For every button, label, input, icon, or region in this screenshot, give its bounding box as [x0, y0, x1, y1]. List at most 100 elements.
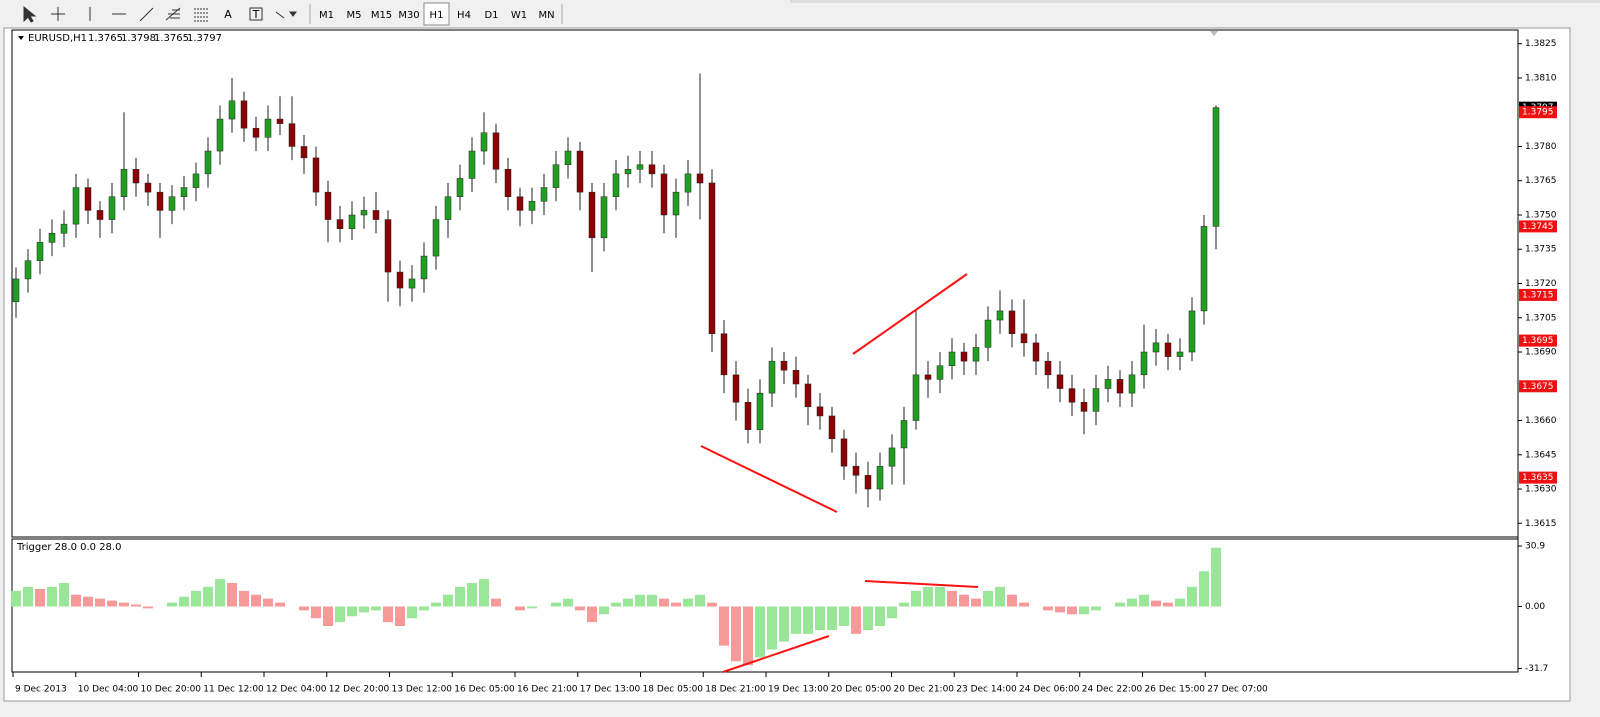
candle-body — [1080, 402, 1088, 412]
y-tick-label: 1.3690 — [1525, 348, 1557, 358]
timeframe-button[interactable]: D1 — [484, 10, 498, 21]
candle-body — [1212, 107, 1220, 227]
x-tick-label: 16 Dec 21:00 — [517, 685, 578, 695]
candle-body — [456, 178, 464, 197]
candle-body — [312, 157, 320, 193]
main-panel — [11, 29, 1519, 538]
candle-body — [48, 233, 56, 243]
candle-body — [204, 150, 212, 175]
candle-body — [588, 191, 596, 239]
timeframe-button[interactable]: M30 — [398, 10, 419, 21]
candle-body — [984, 319, 992, 348]
candle-body — [348, 214, 356, 229]
x-tick-label: 16 Dec 05:00 — [454, 685, 515, 695]
candle-body — [732, 374, 740, 403]
x-tick-label: 19 Dec 13:00 — [768, 685, 829, 695]
candle-body — [1056, 374, 1064, 389]
candle-body — [1200, 226, 1208, 312]
candle-body — [600, 196, 608, 239]
candle-body — [300, 146, 308, 159]
tool-icon-text: A — [224, 8, 232, 21]
candle-body — [1188, 310, 1196, 353]
timeframe-button[interactable]: M15 — [371, 10, 392, 21]
level-label: 1.3695 — [1522, 336, 1554, 346]
y-tick-label: 1.3615 — [1525, 519, 1557, 529]
level-box — [1519, 220, 1557, 233]
candle-body — [672, 191, 680, 216]
ohlc-value: 1.3797 — [187, 33, 222, 44]
candle-body — [168, 196, 176, 211]
candle-body — [768, 360, 776, 394]
timeframe-button[interactable]: W1 — [511, 10, 527, 21]
candle-body — [228, 100, 236, 120]
x-tick-label: 24 Dec 22:00 — [1082, 685, 1143, 695]
y-tick-label: 1.3630 — [1525, 485, 1557, 495]
candle-body — [540, 187, 548, 202]
candle-body — [216, 118, 224, 152]
y-tick-label: 1.3810 — [1525, 73, 1557, 83]
candle-body — [876, 465, 884, 490]
timeframe-button[interactable]: H4 — [457, 10, 471, 21]
candle-body — [1176, 351, 1184, 357]
x-tick-label: 24 Dec 06:00 — [1019, 685, 1080, 695]
level-box — [1519, 106, 1557, 119]
x-tick-label: 10 Dec 20:00 — [141, 685, 202, 695]
candle-body — [912, 374, 920, 421]
candle-body — [240, 100, 248, 129]
candle-body — [396, 271, 404, 289]
candle-body — [948, 351, 956, 366]
indicator-y-tick-label: 30.9 — [1525, 542, 1545, 552]
x-tick-label: 18 Dec 21:00 — [705, 685, 766, 695]
candle-body — [636, 164, 644, 170]
candle-body — [384, 219, 392, 273]
candle-body — [480, 132, 488, 152]
candle-body — [804, 383, 812, 408]
timeframe-label: M5 — [347, 10, 362, 21]
candle-body — [780, 360, 788, 371]
candle-body — [1164, 342, 1172, 357]
toolbar — [0, 0, 1600, 28]
symbol-label: EURUSD,H1 — [28, 33, 87, 44]
timeframe-button[interactable]: M5 — [347, 10, 362, 21]
candle-body — [960, 351, 968, 362]
candle-body — [180, 187, 188, 197]
candle-body — [828, 415, 836, 440]
indicator-panel — [11, 538, 1519, 673]
y-tick-label: 1.3750 — [1525, 210, 1557, 220]
candle-body — [444, 196, 452, 220]
candle-body — [708, 182, 716, 334]
candle-body — [360, 210, 368, 216]
candle-body — [1152, 342, 1160, 353]
y-tick-label: 1.3765 — [1525, 176, 1557, 186]
active-frame — [423, 2, 450, 26]
timeframe-button[interactable]: M1 — [319, 10, 334, 21]
x-tick-label: 27 Dec 07:00 — [1207, 685, 1268, 695]
candle-body — [816, 406, 824, 417]
candle-body — [72, 187, 80, 225]
candle-body — [276, 118, 284, 124]
level-label: 1.3675 — [1522, 382, 1554, 392]
candle-body — [264, 118, 272, 138]
level-label: 1.3745 — [1522, 222, 1554, 232]
timeframe-button[interactable]: H1 — [423, 2, 450, 26]
candle-body — [432, 219, 440, 257]
ohlc-value: 1.3765 — [88, 33, 123, 44]
level-box — [1519, 288, 1557, 301]
candle-body — [288, 123, 296, 147]
indicator-y-tick-label: -31.7 — [1525, 664, 1548, 674]
candle-body — [1008, 310, 1016, 334]
y-tick-label: 1.3780 — [1525, 142, 1557, 152]
x-tick-label: 26 Dec 15:00 — [1145, 685, 1206, 695]
candle-body — [840, 438, 848, 467]
timeframe-bar: M1 M5 M15 M30 H1 H4 D1 W1 MN — [319, 2, 555, 26]
y-tick-label: 1.3720 — [1525, 279, 1557, 289]
timeframe-label: W1 — [511, 10, 527, 21]
timeframe-button[interactable]: MN — [538, 10, 554, 21]
candle-body — [1044, 360, 1052, 376]
candle-body — [24, 260, 32, 280]
candle-body — [696, 173, 704, 184]
candle-body — [648, 164, 656, 175]
y-tick-label: 1.3825 — [1525, 39, 1557, 49]
